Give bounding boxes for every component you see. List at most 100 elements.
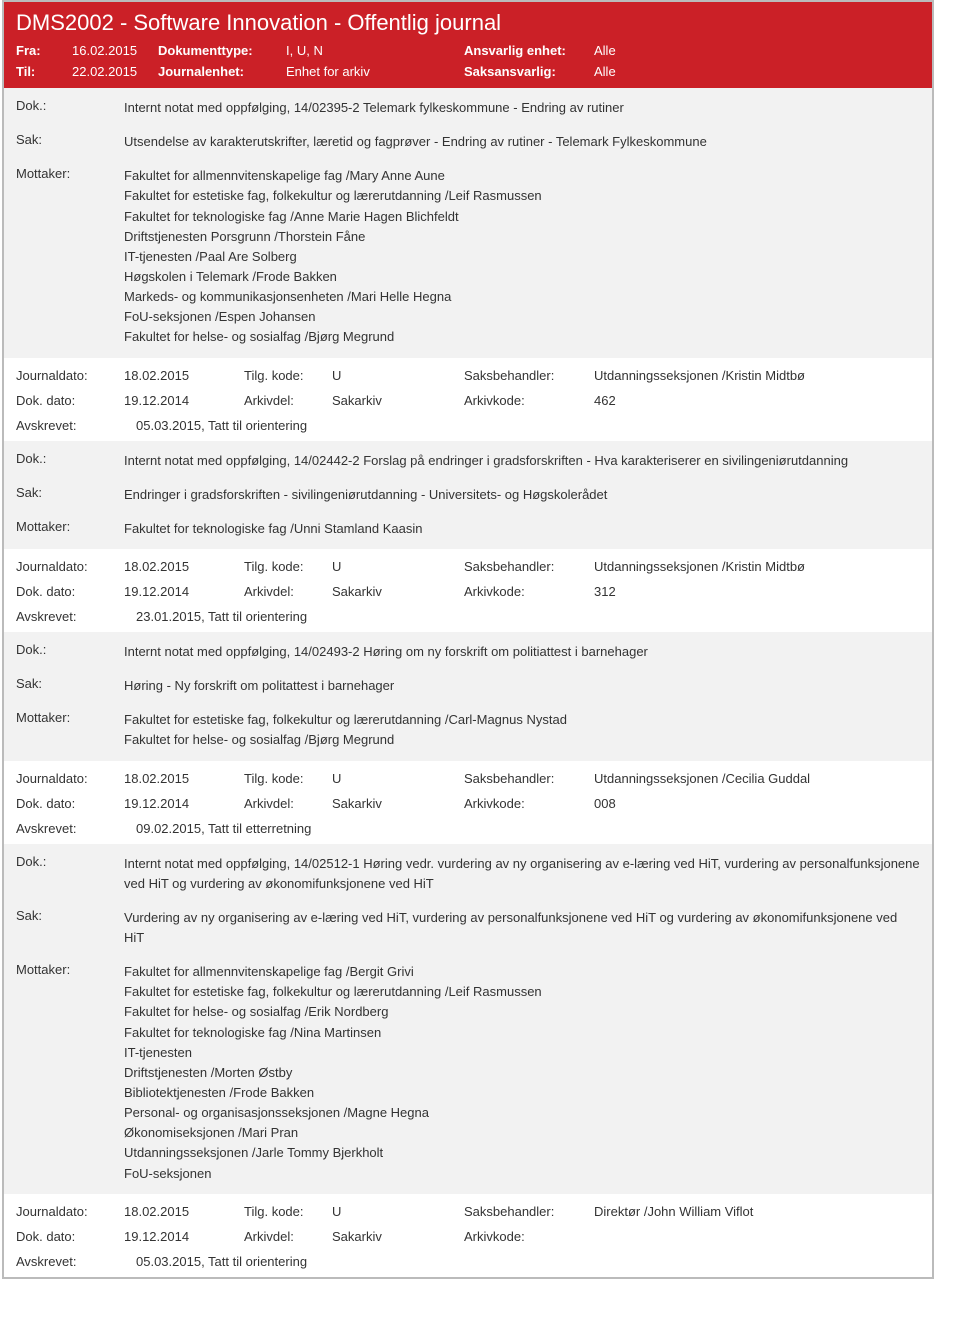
dokdato-label: Dok. dato: [16, 393, 124, 408]
entry-row: Mottaker:Fakultet for teknologiske fag /… [16, 519, 920, 539]
tilgkode-value: U [332, 771, 464, 786]
avskrevet-label: Avskrevet: [16, 418, 124, 433]
dok-value: Internt notat med oppfølging, 14/02493-2… [124, 642, 920, 662]
doktype-label: Dokumenttype: [158, 43, 286, 58]
dokdato-value: 19.12.2014 [124, 584, 244, 599]
mottaker-label: Mottaker: [16, 166, 124, 181]
entry-row: Sak:Høring - Ny forskrift om politattest… [16, 676, 920, 696]
entry-row: Sak:Endringer i gradsforskriften - sivil… [16, 485, 920, 505]
sak-label: Sak: [16, 132, 124, 147]
tilgkode-label: Tilg. kode: [244, 1204, 332, 1219]
arkivdel-value: Sakarkiv [332, 1229, 464, 1244]
journal-entry: Dok.:Internt notat med oppfølging, 14/02… [4, 632, 932, 761]
dok-label: Dok.: [16, 854, 124, 869]
arkivdel-value: Sakarkiv [332, 796, 464, 811]
sak-value: Utsendelse av karakterutskrifter, læreti… [124, 132, 920, 152]
meta-row: Dok. dato:19.12.2014Arkivdel:SakarkivArk… [16, 584, 920, 599]
dokdato-value: 19.12.2014 [124, 1229, 244, 1244]
journaldato-label: Journaldato: [16, 1204, 124, 1219]
journal-entry: Dok.:Internt notat med oppfølging, 14/02… [4, 844, 932, 1194]
page-container: DMS2002 - Software Innovation - Offentli… [2, 0, 934, 1279]
arkivdel-label: Arkivdel: [244, 393, 332, 408]
entry-row: Dok.:Internt notat med oppfølging, 14/02… [16, 98, 920, 118]
journaldato-label: Journaldato: [16, 368, 124, 383]
header-title: DMS2002 - Software Innovation - Offentli… [16, 10, 920, 36]
entries-container: Dok.:Internt notat med oppfølging, 14/02… [4, 88, 932, 1277]
journaldato-label: Journaldato: [16, 771, 124, 786]
arkivkode-value: 312 [594, 584, 920, 599]
tilgkode-value: U [332, 1204, 464, 1219]
meta-row: Journaldato:18.02.2015Tilg. kode:USaksbe… [16, 771, 920, 786]
avskrevet-value: 05.03.2015, Tatt til orientering [124, 418, 920, 433]
til-value: 22.02.2015 [72, 64, 158, 79]
meta-row: Dok. dato:19.12.2014Arkivdel:SakarkivArk… [16, 1229, 920, 1244]
journaldato-value: 18.02.2015 [124, 1204, 244, 1219]
saksbehandler-label: Saksbehandler: [464, 771, 594, 786]
avskrevet-label: Avskrevet: [16, 1254, 124, 1269]
sak-label: Sak: [16, 908, 124, 923]
avskrevet-label: Avskrevet: [16, 609, 124, 624]
entry-meta: Journaldato:18.02.2015Tilg. kode:USaksbe… [4, 761, 932, 844]
til-label: Til: [16, 64, 72, 79]
arkivdel-value: Sakarkiv [332, 393, 464, 408]
journaldato-value: 18.02.2015 [124, 368, 244, 383]
dokdato-label: Dok. dato: [16, 1229, 124, 1244]
entry-row: Mottaker:Fakultet for allmennvitenskapel… [16, 166, 920, 347]
mottaker-label: Mottaker: [16, 962, 124, 977]
mottaker-value: Fakultet for teknologiske fag /Unni Stam… [124, 519, 920, 539]
dok-label: Dok.: [16, 642, 124, 657]
meta-row: Journaldato:18.02.2015Tilg. kode:USaksbe… [16, 1204, 920, 1219]
meta-row: Journaldato:18.02.2015Tilg. kode:USaksbe… [16, 559, 920, 574]
sak-label: Sak: [16, 485, 124, 500]
entry-row: Dok.:Internt notat med oppfølging, 14/02… [16, 642, 920, 662]
journal-entry: Dok.:Internt notat med oppfølging, 14/02… [4, 88, 932, 358]
arkivdel-label: Arkivdel: [244, 796, 332, 811]
journal-entry: Dok.:Internt notat med oppfølging, 14/02… [4, 441, 932, 549]
avskrevet-label: Avskrevet: [16, 821, 124, 836]
meta-row: Journaldato:18.02.2015Tilg. kode:USaksbe… [16, 368, 920, 383]
saksbehandler-value: Utdanningsseksjonen /Cecilia Guddal [594, 771, 920, 786]
saksansvarlig-value: Alle [594, 64, 694, 79]
dokdato-value: 19.12.2014 [124, 393, 244, 408]
entry-row: Dok.:Internt notat med oppfølging, 14/02… [16, 451, 920, 471]
entry-meta: Journaldato:18.02.2015Tilg. kode:USaksbe… [4, 1194, 932, 1277]
tilgkode-label: Tilg. kode: [244, 559, 332, 574]
journaldato-value: 18.02.2015 [124, 559, 244, 574]
dokdato-value: 19.12.2014 [124, 796, 244, 811]
avskrevet-value: 23.01.2015, Tatt til orientering [124, 609, 920, 624]
saksbehandler-value: Direktør /John William Viflot [594, 1204, 920, 1219]
saksansvarlig-label: Saksansvarlig: [464, 64, 594, 79]
meta-row: Avskrevet:23.01.2015, Tatt til orienteri… [16, 609, 920, 624]
sak-value: Endringer i gradsforskriften - sivilinge… [124, 485, 920, 505]
mottaker-label: Mottaker: [16, 519, 124, 534]
avskrevet-value: 09.02.2015, Tatt til etterretning [124, 821, 920, 836]
doktype-value: I, U, N [286, 43, 464, 58]
meta-row: Avskrevet:05.03.2015, Tatt til orienteri… [16, 418, 920, 433]
dok-label: Dok.: [16, 451, 124, 466]
mottaker-value: Fakultet for allmennvitenskapelige fag /… [124, 166, 920, 347]
arkivdel-label: Arkivdel: [244, 584, 332, 599]
meta-row: Dok. dato:19.12.2014Arkivdel:SakarkivArk… [16, 796, 920, 811]
arkivkode-label: Arkivkode: [464, 584, 594, 599]
journaldato-value: 18.02.2015 [124, 771, 244, 786]
dokdato-label: Dok. dato: [16, 796, 124, 811]
dok-label: Dok.: [16, 98, 124, 113]
tilgkode-value: U [332, 559, 464, 574]
entry-meta: Journaldato:18.02.2015Tilg. kode:USaksbe… [4, 358, 932, 441]
entry-row: Mottaker:Fakultet for allmennvitenskapel… [16, 962, 920, 1184]
tilgkode-value: U [332, 368, 464, 383]
sak-label: Sak: [16, 676, 124, 691]
header-bar: DMS2002 - Software Innovation - Offentli… [4, 2, 932, 88]
fra-label: Fra: [16, 43, 72, 58]
entry-meta: Journaldato:18.02.2015Tilg. kode:USaksbe… [4, 549, 932, 632]
ansvarlig-label: Ansvarlig enhet: [464, 43, 594, 58]
journalenhet-label: Journalenhet: [158, 64, 286, 79]
sak-value: Høring - Ny forskrift om politattest i b… [124, 676, 920, 696]
avskrevet-value: 05.03.2015, Tatt til orientering [124, 1254, 920, 1269]
tilgkode-label: Tilg. kode: [244, 368, 332, 383]
fra-value: 16.02.2015 [72, 43, 158, 58]
entry-row: Dok.:Internt notat med oppfølging, 14/02… [16, 854, 920, 894]
saksbehandler-label: Saksbehandler: [464, 368, 594, 383]
saksbehandler-label: Saksbehandler: [464, 1204, 594, 1219]
arkivkode-value [594, 1229, 920, 1244]
